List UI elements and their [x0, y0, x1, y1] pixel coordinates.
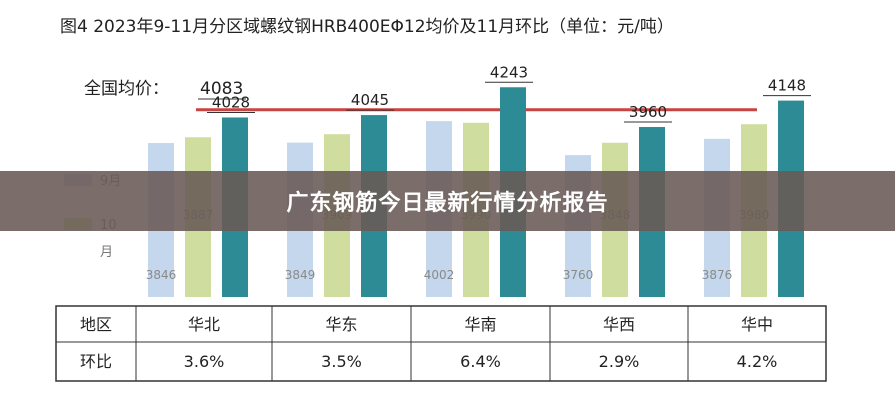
table-header-region: 地区: [80, 315, 112, 334]
bar-value-label: 4243: [490, 63, 528, 81]
bar-value-label: 3760: [563, 268, 594, 282]
table-border: [55, 305, 827, 382]
table-ratio-3: 6.4%: [460, 352, 501, 371]
headline-banner: 广东钢筋今日最新行情分析报告: [0, 171, 895, 231]
table-region-5: 华中: [741, 315, 773, 334]
table-region-2: 华东: [325, 315, 357, 334]
chart-title: 图4 2023年9-11月分区域螺纹钢HRB400EΦ12均价及11月环比（单位…: [60, 17, 674, 37]
bar-value-label: 4002: [424, 268, 455, 282]
national-average-value: 4083: [200, 79, 243, 99]
table-region-3: 华南: [464, 315, 496, 334]
bar-value-label: 4148: [768, 77, 806, 95]
bar-group-1: 384638874028: [146, 93, 255, 297]
table-region-1: 华北: [188, 315, 220, 334]
headline-text: 广东钢筋今日最新行情分析报告: [286, 191, 609, 216]
table-ratio-1: 3.6%: [184, 352, 225, 371]
bar-value-label: 4028: [212, 93, 250, 111]
national-average-label: 全国均价：: [84, 79, 169, 99]
bar-value-label: 4045: [351, 91, 389, 109]
table-ratio-2: 3.5%: [321, 352, 362, 371]
bar-value-label: 3960: [629, 103, 667, 121]
bar-value-label: 3849: [285, 268, 316, 282]
table-row-label: 环比: [80, 352, 112, 371]
legend-label-oct-unit: 月: [100, 245, 113, 260]
table-ratio-5: 4.2%: [737, 352, 778, 371]
national-average: 全国均价： 4083: [84, 79, 757, 112]
table-region-4: 华西: [603, 315, 635, 334]
table-ratio-4: 2.9%: [599, 352, 640, 371]
bar-value-label: 3876: [702, 268, 733, 282]
bar-value-label: 3846: [146, 268, 177, 282]
